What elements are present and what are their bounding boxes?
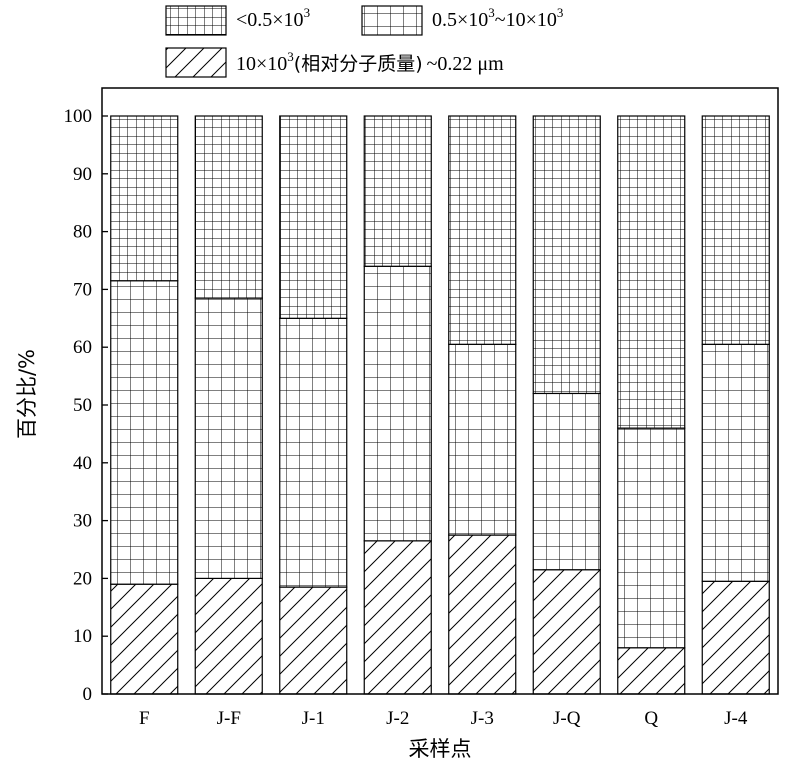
y-tick-label: 70 (73, 279, 92, 300)
bar-f-segment-0 (110, 583, 179, 695)
x-tick-label: J-F (217, 708, 241, 729)
bar-f-segment-1 (110, 280, 179, 585)
bar-f-segment-2 (110, 115, 179, 282)
x-tick-label: J-4 (724, 708, 748, 729)
bar-j-1-segment-1 (279, 317, 348, 588)
y-tick-label: 80 (73, 222, 92, 243)
bar-j-2-segment-0 (363, 540, 432, 695)
bar-j-f-segment-2 (194, 115, 263, 299)
legend-label-small-grid: <0.5×103 (236, 5, 310, 31)
y-tick-label: 50 (73, 395, 92, 416)
legend-label-diagonal-hatch: 10×103(相对分子质量) ~0.22 μm (236, 49, 504, 75)
y-tick-label: 0 (83, 684, 93, 705)
legend: <0.5×103 0.5×103~10×103 10×103(相对分子质量) ~0.2… (165, 5, 563, 78)
legend-swatch-small-grid (165, 5, 227, 36)
bars-group (110, 115, 770, 695)
bar-q-segment-2 (617, 115, 686, 429)
bar-j-1-segment-2 (279, 115, 348, 319)
bar-j-2-segment-2 (363, 115, 432, 267)
bar-j-q-segment-1 (532, 392, 601, 571)
bar-j-4-segment-2 (701, 115, 770, 345)
x-tick-label: J-1 (302, 708, 325, 729)
bar-j-q-segment-0 (532, 569, 601, 695)
x-tick-label: Q (644, 708, 658, 729)
y-tick-label: 90 (73, 164, 92, 185)
bar-j-4-segment-1 (701, 343, 770, 582)
bar-j-f-segment-0 (194, 577, 263, 695)
x-tick-label: F (139, 708, 150, 729)
x-axis-title: 采样点 (409, 737, 472, 761)
y-axis: 0 10 20 30 40 50 60 70 80 90 100 (64, 106, 108, 705)
y-axis-title: 百分比/% (15, 349, 39, 439)
y-tick-label: 10 (73, 626, 92, 647)
bar-j-3-segment-1 (448, 343, 517, 536)
legend-swatch-diagonal-hatch (165, 47, 227, 78)
bar-j-4-segment-0 (701, 580, 770, 695)
x-tick-label: J-Q (553, 708, 581, 729)
y-tick-label: 20 (73, 568, 92, 589)
bar-q-segment-0 (617, 647, 686, 695)
bar-j-2-segment-1 (363, 265, 432, 542)
bar-j-1-segment-0 (279, 586, 348, 695)
plot-frame (101, 87, 779, 695)
legend-label-large-grid: 0.5×103~10×103 (432, 5, 563, 31)
y-tick-label: 100 (64, 106, 93, 127)
y-tick-label: 30 (73, 511, 92, 532)
bar-j-q-segment-2 (532, 115, 601, 395)
bar-q-segment-1 (617, 427, 686, 649)
y-tick-label: 40 (73, 453, 92, 474)
x-tick-label: J-3 (471, 708, 494, 729)
y-tick-label: 60 (73, 337, 92, 358)
bar-j-f-segment-1 (194, 297, 263, 579)
x-tick-label: J-2 (386, 708, 409, 729)
bar-j-3-segment-0 (448, 534, 517, 695)
legend-swatch-large-grid (361, 5, 423, 36)
bar-j-3-segment-2 (448, 115, 517, 345)
x-axis: F J-F J-1 J-2 J-3 J-Q Q J-4 (139, 708, 748, 729)
